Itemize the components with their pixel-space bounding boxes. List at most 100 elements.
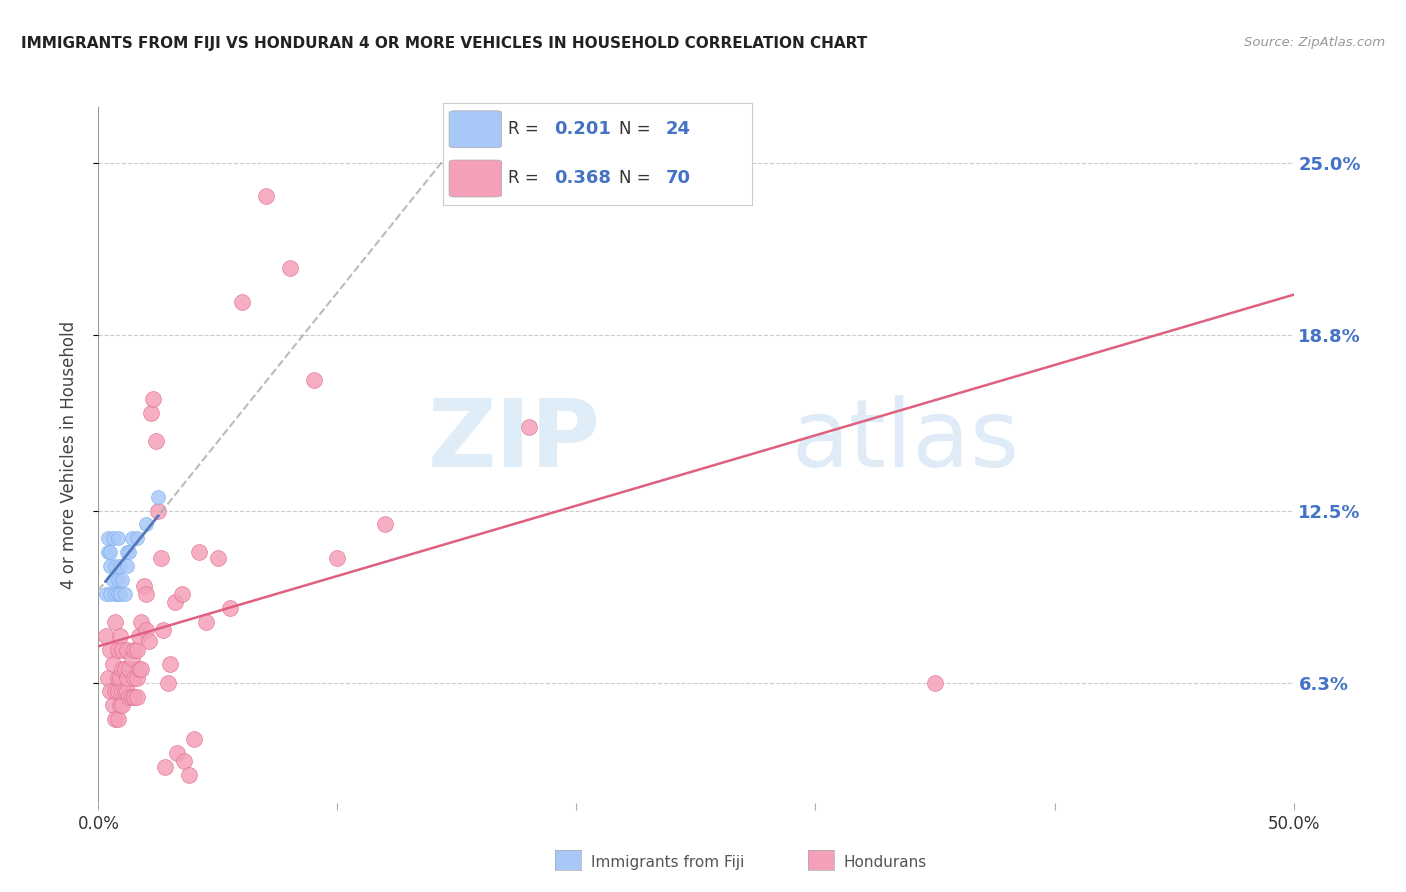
Text: N =: N = xyxy=(619,169,657,187)
Point xyxy=(172,587,194,601)
Text: N =: N = xyxy=(619,120,657,137)
Point xyxy=(231,294,253,309)
Point xyxy=(125,690,148,704)
Point xyxy=(121,532,143,546)
Point xyxy=(108,559,131,574)
Point xyxy=(111,698,134,713)
Point xyxy=(115,684,138,698)
Point xyxy=(124,642,146,657)
Text: ZIP: ZIP xyxy=(427,395,600,487)
Point xyxy=(104,587,127,601)
Point xyxy=(118,690,141,704)
Point xyxy=(149,550,172,565)
Point xyxy=(107,573,129,587)
Point xyxy=(155,759,177,773)
Point xyxy=(101,573,124,587)
Text: 0.201: 0.201 xyxy=(554,120,612,137)
Point xyxy=(124,690,146,704)
Point xyxy=(148,503,170,517)
Text: atlas: atlas xyxy=(792,395,1019,487)
Point xyxy=(107,712,129,726)
Point xyxy=(104,684,127,698)
Point xyxy=(924,676,946,690)
Point xyxy=(118,662,141,676)
Point xyxy=(104,615,127,629)
Point xyxy=(517,420,540,434)
Point xyxy=(118,545,141,559)
Point xyxy=(97,671,120,685)
Point xyxy=(108,629,131,643)
Point xyxy=(111,662,134,676)
Point xyxy=(135,587,157,601)
Text: 0.368: 0.368 xyxy=(554,169,612,187)
Point xyxy=(111,573,134,587)
Text: Source: ZipAtlas.com: Source: ZipAtlas.com xyxy=(1244,36,1385,49)
Point xyxy=(115,545,138,559)
Point xyxy=(111,642,134,657)
Point xyxy=(135,624,157,638)
Point xyxy=(125,671,148,685)
Text: R =: R = xyxy=(508,169,544,187)
Point xyxy=(98,642,122,657)
Point xyxy=(135,517,157,532)
Point xyxy=(97,532,120,546)
Point xyxy=(128,629,150,643)
Point xyxy=(139,406,162,420)
Point xyxy=(108,698,131,713)
Point xyxy=(142,392,165,407)
Point xyxy=(132,579,155,593)
Point xyxy=(183,731,205,746)
Point xyxy=(108,587,131,601)
Point xyxy=(326,550,349,565)
Point xyxy=(114,662,136,676)
Point xyxy=(107,684,129,698)
Point xyxy=(159,657,181,671)
Text: Hondurans: Hondurans xyxy=(844,855,927,870)
Point xyxy=(101,532,124,546)
Point xyxy=(111,684,134,698)
Point xyxy=(97,545,120,559)
Point xyxy=(107,532,129,546)
Text: 70: 70 xyxy=(665,169,690,187)
Point xyxy=(98,559,122,574)
Point xyxy=(115,642,138,657)
Point xyxy=(114,684,136,698)
FancyBboxPatch shape xyxy=(449,160,502,197)
Y-axis label: 4 or more Vehicles in Household: 4 or more Vehicles in Household xyxy=(59,321,77,589)
Point xyxy=(138,634,160,648)
Point xyxy=(148,490,170,504)
Point xyxy=(278,261,301,276)
Point xyxy=(107,587,129,601)
Point xyxy=(121,651,143,665)
Point xyxy=(104,712,127,726)
Point xyxy=(374,517,396,532)
Point xyxy=(125,642,148,657)
Point xyxy=(98,587,122,601)
Point xyxy=(187,545,209,559)
Point xyxy=(115,559,138,574)
Point xyxy=(131,662,153,676)
Point xyxy=(94,587,117,601)
Point xyxy=(101,657,124,671)
Point xyxy=(302,373,325,387)
Point xyxy=(219,601,242,615)
Point xyxy=(128,662,150,676)
Point xyxy=(107,671,129,685)
Point xyxy=(145,434,167,448)
Point xyxy=(152,624,174,638)
Point xyxy=(115,671,138,685)
Point xyxy=(163,595,186,609)
Point xyxy=(195,615,218,629)
Point xyxy=(156,676,179,690)
Point xyxy=(114,587,136,601)
Point xyxy=(124,671,146,685)
Point xyxy=(98,684,122,698)
Point xyxy=(121,690,143,704)
Point xyxy=(101,698,124,713)
Point xyxy=(254,189,277,203)
Point xyxy=(125,532,148,546)
Point xyxy=(104,559,127,574)
Point xyxy=(179,768,201,782)
Point xyxy=(94,629,117,643)
Text: Immigrants from Fiji: Immigrants from Fiji xyxy=(591,855,744,870)
